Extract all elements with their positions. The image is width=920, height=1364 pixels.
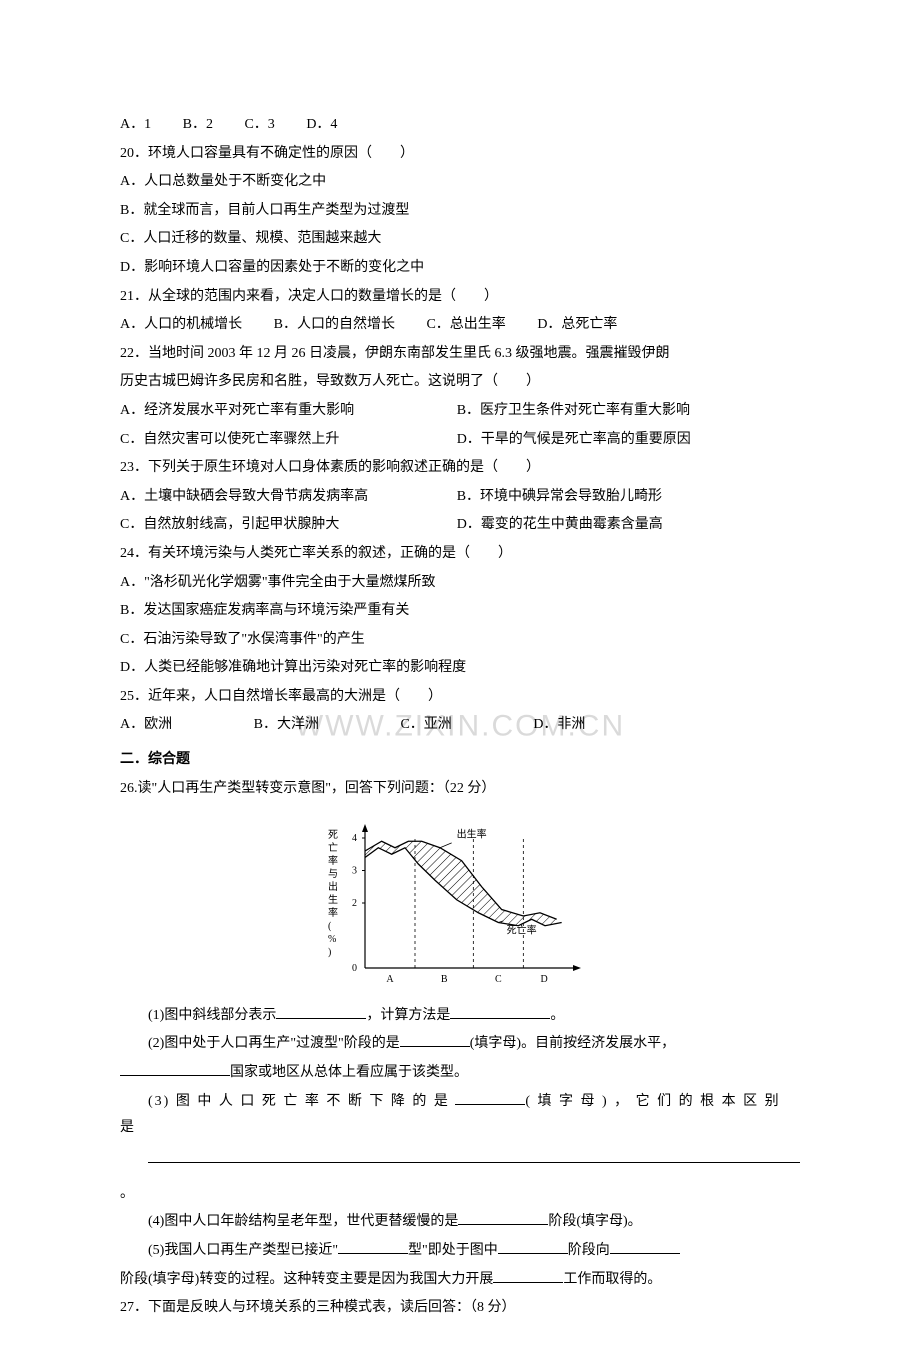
q26-p5-line1: (5)我国人口再生产类型已接近" 型"即处于图中 阶段向	[120, 1238, 800, 1265]
svg-text:A: A	[386, 974, 394, 985]
q26-p5b: 型"即处于图中	[408, 1243, 498, 1258]
blank	[610, 1253, 680, 1254]
q23-row2: C．自然放射线高，引起甲状腺肿大 D．霉变的花生中黄曲霉素含量高	[120, 512, 800, 539]
q26-p3-line1: (3) 图 中 人 口 死 亡 率 不 断 下 降 的 是 ( 填 字 母 ) …	[120, 1089, 800, 1142]
blank	[455, 1104, 525, 1105]
q26-p2c: 国家或地区从总体上看应属于该类型。	[230, 1065, 468, 1080]
q26-p1a: (1)图中斜线部分表示	[148, 1008, 276, 1023]
q27-stem: 27．下面是反映人与环境关系的三种模式表，读后回答：（8 分）	[120, 1295, 800, 1322]
blank	[458, 1224, 548, 1225]
blank	[276, 1018, 366, 1019]
q25-opt-a: A．欧洲	[120, 712, 172, 739]
q23-row1: A．土壤中缺硒会导致大骨节病发病率高 B．环境中碘异常会导致胎儿畸形	[120, 484, 800, 511]
svg-text:死: 死	[328, 830, 338, 841]
svg-text:4: 4	[352, 833, 357, 844]
svg-text:出生率: 出生率	[457, 828, 487, 841]
svg-text:(: (	[328, 921, 332, 932]
q25-opt-c: C．亚洲	[400, 712, 451, 739]
q24-opt-c: C．石油污染导致了"水俣湾事件"的产生	[120, 627, 800, 654]
q20-stem: 20．环境人口容量具有不确定性的原因（ ）	[120, 141, 800, 168]
blank	[120, 1075, 230, 1076]
svg-text:0: 0	[352, 963, 357, 974]
q23-opt-a: A．土壤中缺硒会导致大骨节病发病率高	[120, 484, 453, 511]
q26-p4: (4)图中人口年龄结构呈老年型，世代更替缓慢的是 阶段(填字母)。	[120, 1209, 800, 1236]
q21-opt-a: A．人口的机械增长	[120, 312, 242, 339]
q21-opt-c: C．总出生率	[426, 312, 505, 339]
q26-p3-blankline	[148, 1162, 800, 1163]
svg-text:3: 3	[352, 866, 357, 877]
q26-chart: 0234死亡率与出生率(%)ABCD出生率死亡率	[120, 808, 800, 999]
blank	[493, 1282, 563, 1283]
q24-opt-a: A．"洛杉矶光化学烟雾"事件完全由于大量燃煤所致	[120, 570, 800, 597]
svg-text:死亡率: 死亡率	[507, 924, 537, 937]
q22-row2: C．自然灾害可以使死亡率骤然上升 D．干旱的气候是死亡率高的重要原因	[120, 427, 800, 454]
q26-p2a: (2)图中处于人口再生产"过渡型"阶段的是	[148, 1036, 400, 1051]
q19-opt-c: C．3	[244, 112, 274, 139]
svg-text:出: 出	[328, 880, 338, 893]
q26-p5-line2: 阶段(填字母)转变的过程。这种转变主要是因为我国大力开展 工作而取得的。	[120, 1267, 800, 1294]
svg-text:B: B	[441, 974, 448, 985]
q21-opt-d: D．总死亡率	[537, 312, 617, 339]
q23-opt-b: B．环境中碘异常会导致胎儿畸形	[457, 484, 662, 511]
q19-opt-a: A．1	[120, 112, 151, 139]
q20-opt-d: D．影响环境人口容量的因素处于不断的变化之中	[120, 255, 800, 282]
q24-opt-d: D．人类已经能够准确地计算出污染对死亡率的影响程度	[120, 655, 800, 682]
section-title: 二．综合题	[120, 747, 800, 774]
q23-opt-d: D．霉变的花生中黄曲霉素含量高	[457, 512, 663, 539]
q19-options: A．1 B．2 C．3 D．4	[120, 112, 800, 139]
q25-options: WWW.ZIXIN.COM.CN A．欧洲 B．大洋洲 C．亚洲 D．非洲	[120, 712, 800, 739]
q24-opt-b: B．发达国家癌症发病率高与环境污染严重有关	[120, 598, 800, 625]
svg-text:C: C	[495, 974, 502, 985]
blank	[338, 1253, 408, 1254]
svg-text:亡: 亡	[328, 841, 338, 854]
q21-opt-b: B．人口的自然增长	[274, 312, 395, 339]
q20-opt-a: A．人口总数量处于不断变化之中	[120, 169, 800, 196]
blank	[498, 1253, 568, 1254]
q26-p1b: ，计算方法是	[366, 1008, 450, 1023]
q21-stem: 21．从全球的范围内来看，决定人口的数量增长的是（ ）	[120, 284, 800, 311]
svg-text:%: %	[328, 934, 336, 945]
q23-opt-c: C．自然放射线高，引起甲状腺肿大	[120, 512, 453, 539]
q26-p4a: (4)图中人口年龄结构呈老年型，世代更替缓慢的是	[148, 1214, 458, 1229]
svg-text:2: 2	[352, 898, 357, 909]
q19-opt-d: D．4	[306, 112, 337, 139]
q26-p2-line1: (2)图中处于人口再生产"过渡型"阶段的是 (填字母)。目前按经济发展水平，	[120, 1031, 800, 1058]
q25-opt-b: B．大洋洲	[254, 712, 319, 739]
svg-text:与: 与	[328, 868, 338, 880]
q23-stem: 23．下列关于原生环境对人口身体素质的影响叙述正确的是（ ）	[120, 455, 800, 482]
q26-p5a: (5)我国人口再生产类型已接近"	[148, 1243, 338, 1258]
q20-opt-c: C．人口迁移的数量、规模、范围越来越大	[120, 226, 800, 253]
blank	[400, 1046, 470, 1047]
q22-stem-line2: 历史古城巴姆许多民房和名胜，导致数万人死亡。这说明了（ ）	[120, 369, 800, 396]
q26-p4b: 阶段(填字母)。	[548, 1214, 641, 1229]
q26-p2b: (填字母)。目前按经济发展水平，	[470, 1036, 675, 1051]
svg-text:生: 生	[328, 893, 338, 906]
blank	[450, 1018, 550, 1019]
q26-stem: 26.读"人口再生产类型转变示意图"，回答下列问题：（22 分）	[120, 776, 800, 803]
q24-stem: 24．有关环境污染与人类死亡率关系的叙述，正确的是（ ）	[120, 541, 800, 568]
svg-text:): )	[328, 947, 331, 958]
q26-p3a: (3) 图 中 人 口 死 亡 率 不 断 下 降 的 是	[148, 1094, 450, 1109]
q26-p2-line2: 国家或地区从总体上看应属于该类型。	[120, 1060, 800, 1087]
q20-opt-b: B．就全球而言，目前人口再生产类型为过渡型	[120, 198, 800, 225]
svg-text:率: 率	[328, 854, 338, 867]
svg-text:率: 率	[328, 906, 338, 919]
q19-opt-b: B．2	[183, 112, 213, 139]
q25-stem: 25．近年来，人口自然增长率最高的大洲是（ ）	[120, 684, 800, 711]
q22-row1: A．经济发展水平对死亡率有重大影响 B．医疗卫生条件对死亡率有重大影响	[120, 398, 800, 425]
q26-p1: (1)图中斜线部分表示 ，计算方法是 。	[120, 1003, 800, 1030]
q22-stem-line1: 22．当地时间 2003 年 12 月 26 日凌晨，伊朗东南部发生里氏 6.3…	[120, 341, 800, 368]
q22-opt-a: A．经济发展水平对死亡率有重大影响	[120, 398, 453, 425]
q26-p5c: 阶段向	[568, 1243, 610, 1258]
svg-text:D: D	[541, 974, 548, 985]
q25-opt-d: D．非洲	[533, 712, 585, 739]
q22-opt-d: D．干旱的气候是死亡率高的重要原因	[457, 427, 691, 454]
q22-opt-b: B．医疗卫生条件对死亡率有重大影响	[457, 398, 690, 425]
q26-p3-end: 。	[120, 1181, 800, 1208]
q26-p1c: 。	[550, 1008, 564, 1023]
q22-opt-c: C．自然灾害可以使死亡率骤然上升	[120, 427, 453, 454]
q26-p5d: 阶段(填字母)转变的过程。这种转变主要是因为我国大力开展	[120, 1272, 493, 1287]
q26-p5e: 工作而取得的。	[563, 1272, 661, 1287]
q21-options: A．人口的机械增长 B．人口的自然增长 C．总出生率 D．总死亡率	[120, 312, 800, 339]
